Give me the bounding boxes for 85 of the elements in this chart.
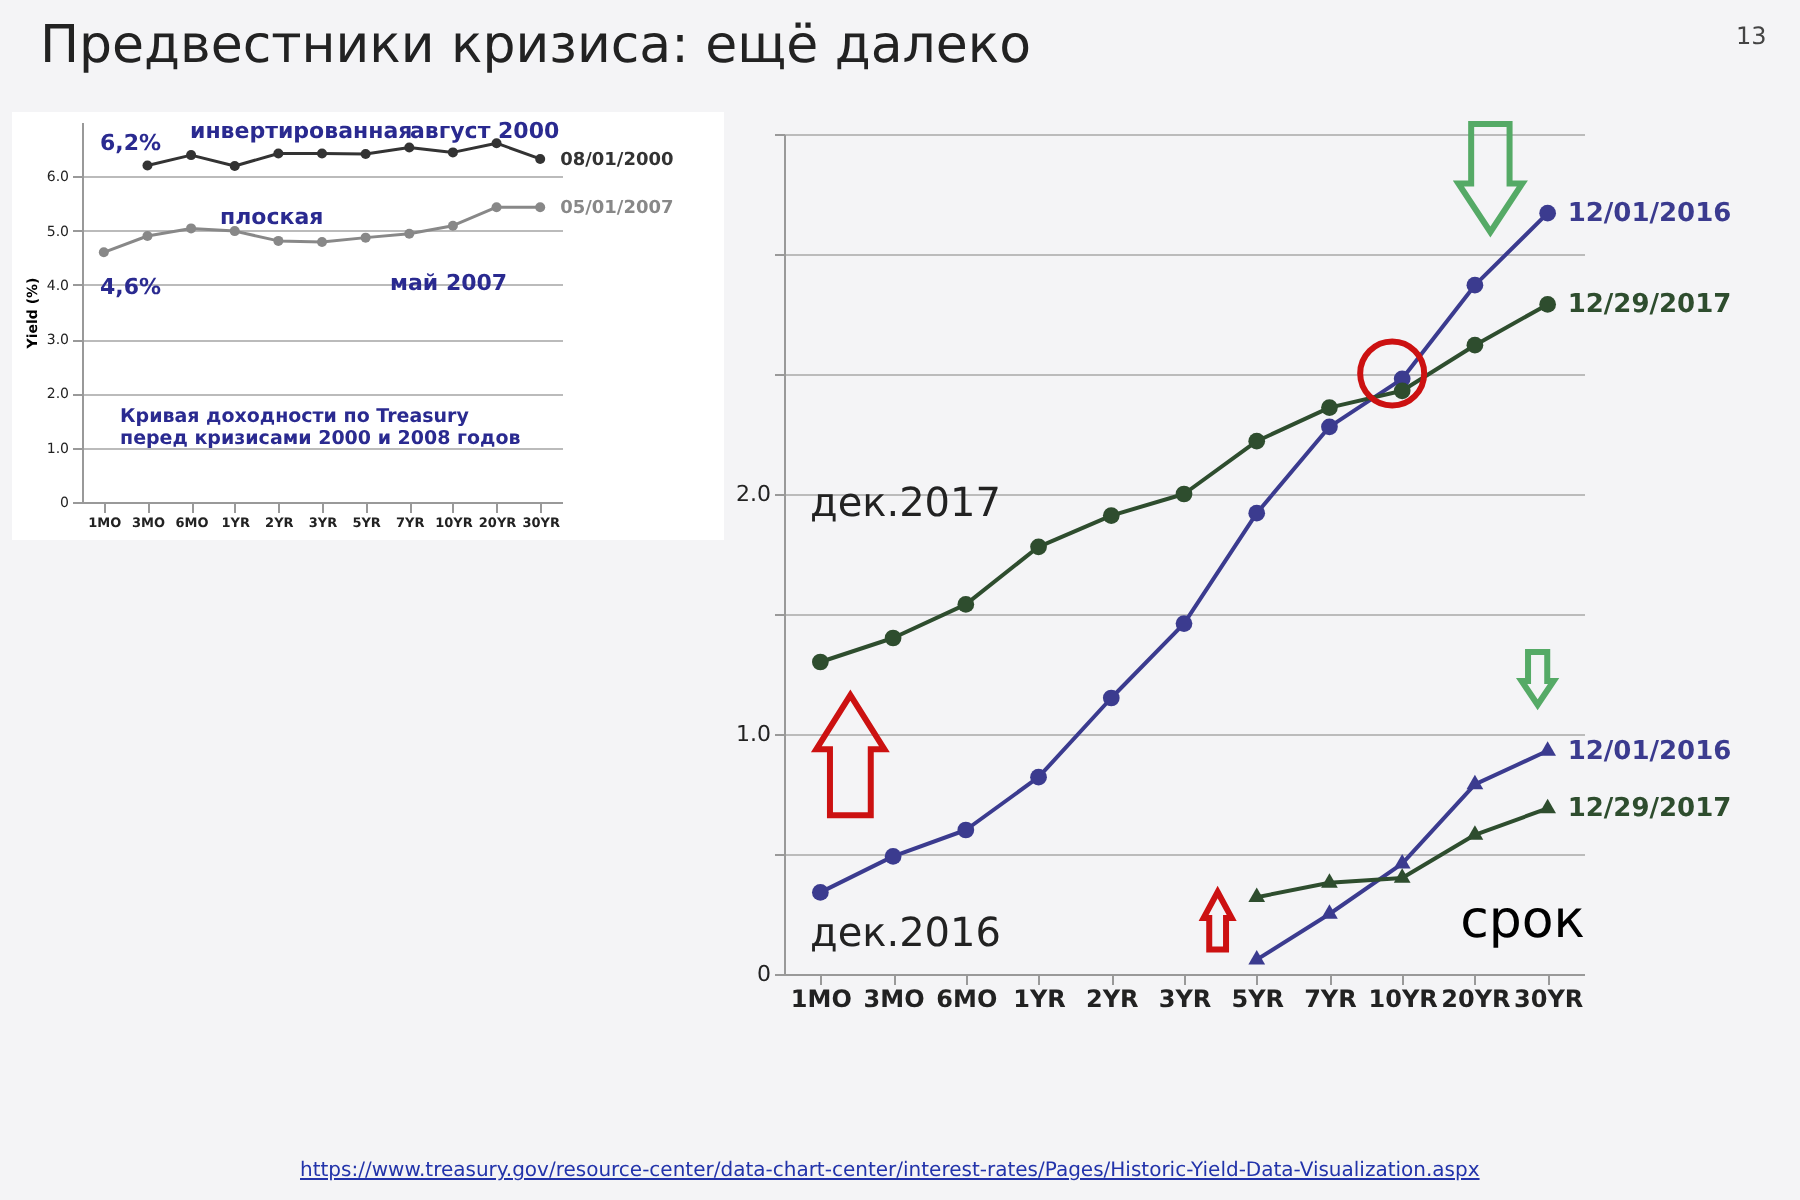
- point: [1393, 853, 1411, 869]
- x-tick-label: 10YR: [1368, 985, 1438, 1013]
- x-tick-label: 1YR: [1013, 985, 1066, 1013]
- series-label: 12/01/2016: [1567, 199, 1732, 230]
- point: [1248, 887, 1266, 903]
- point: [884, 848, 902, 865]
- annotation: дек.2016: [810, 908, 1001, 956]
- point: [1321, 873, 1338, 888]
- point: [317, 236, 327, 247]
- point: [1466, 774, 1484, 790]
- y-tick-label: 2.0: [736, 481, 771, 507]
- point: [1030, 768, 1047, 786]
- x-tick-label: 7YR: [1304, 985, 1357, 1013]
- y-tick-label: 0: [757, 961, 771, 987]
- x-tick-label: 20YR: [1441, 985, 1511, 1013]
- series-label: 12/29/2017: [1567, 290, 1732, 321]
- x-tick-label: 2YR: [1085, 985, 1139, 1013]
- annotation: 4,6%: [100, 274, 162, 302]
- x-tick-label: 3MO: [863, 985, 925, 1013]
- annotation: дек.2017: [810, 478, 1001, 526]
- point: [1321, 399, 1338, 416]
- point: [317, 148, 327, 159]
- x-tick-label: 6MO: [936, 985, 998, 1013]
- point: [1466, 825, 1484, 840]
- point: [404, 142, 415, 153]
- annotation: инвертированная: [190, 118, 413, 146]
- point: [957, 821, 975, 839]
- point: [360, 149, 371, 160]
- point: [1393, 382, 1411, 400]
- point: [273, 148, 284, 159]
- annotation: Кривая доходности по Treasury перед кризисами 2000 и 2008 годов: [120, 406, 521, 452]
- point: [535, 202, 546, 213]
- point: [1466, 336, 1484, 354]
- point: [1102, 507, 1120, 524]
- point: [812, 884, 829, 901]
- point: [186, 150, 197, 161]
- annotation: май 2007: [390, 270, 508, 298]
- point: [404, 228, 415, 239]
- point: [1248, 432, 1266, 450]
- point: [186, 223, 197, 234]
- point: [1466, 276, 1484, 294]
- point: [1539, 296, 1556, 313]
- point: [273, 235, 284, 246]
- x-axis-title: срок: [1460, 891, 1585, 951]
- series-label: 08/01/2000: [560, 150, 674, 171]
- point: [884, 629, 902, 647]
- annotation: плоская: [220, 204, 324, 232]
- series-label: 12/01/2016: [1567, 736, 1732, 767]
- x-tick-label: 3YR: [1158, 985, 1212, 1013]
- point: [1539, 204, 1556, 222]
- point: [360, 232, 371, 243]
- point: [1539, 741, 1556, 756]
- series-label: 12/29/2017: [1567, 794, 1732, 825]
- annotation: 6,2%: [100, 130, 162, 158]
- text: 13: [1736, 22, 1767, 52]
- point: [1539, 798, 1556, 814]
- point: [1248, 949, 1266, 965]
- point: [957, 596, 975, 613]
- point: [447, 147, 458, 158]
- x-tick-label: 5YR: [1231, 985, 1285, 1013]
- x-tick-label: 1MO: [790, 985, 852, 1013]
- annotation: август 2000: [410, 118, 560, 146]
- chart-title: Предвестники кризиса: ещё далеко: [40, 16, 1032, 76]
- series-label: 05/01/2007: [560, 199, 674, 220]
- point: [1321, 904, 1338, 919]
- point: [491, 202, 502, 213]
- point: [447, 220, 458, 231]
- text: https://www.treasury.gov/resource-center/data-chart-center/interest-rates/Pages/Historic-Yield-Data-Visualization.aspx: [300, 1160, 1480, 1183]
- point: [1248, 504, 1266, 522]
- point: [1393, 868, 1411, 883]
- point: [1175, 485, 1193, 503]
- point: [229, 160, 240, 171]
- point: [98, 247, 109, 258]
- point: [1321, 418, 1338, 436]
- point: [1030, 538, 1047, 556]
- point: [535, 153, 546, 164]
- point: [142, 231, 153, 241]
- point: [491, 138, 502, 149]
- point: [229, 226, 240, 237]
- point: [812, 653, 829, 671]
- y-tick-label: 1.0: [736, 721, 771, 747]
- x-tick-label: 30YR: [1514, 985, 1584, 1013]
- point: [1175, 615, 1193, 632]
- point: [1102, 689, 1120, 707]
- point: [142, 160, 153, 171]
